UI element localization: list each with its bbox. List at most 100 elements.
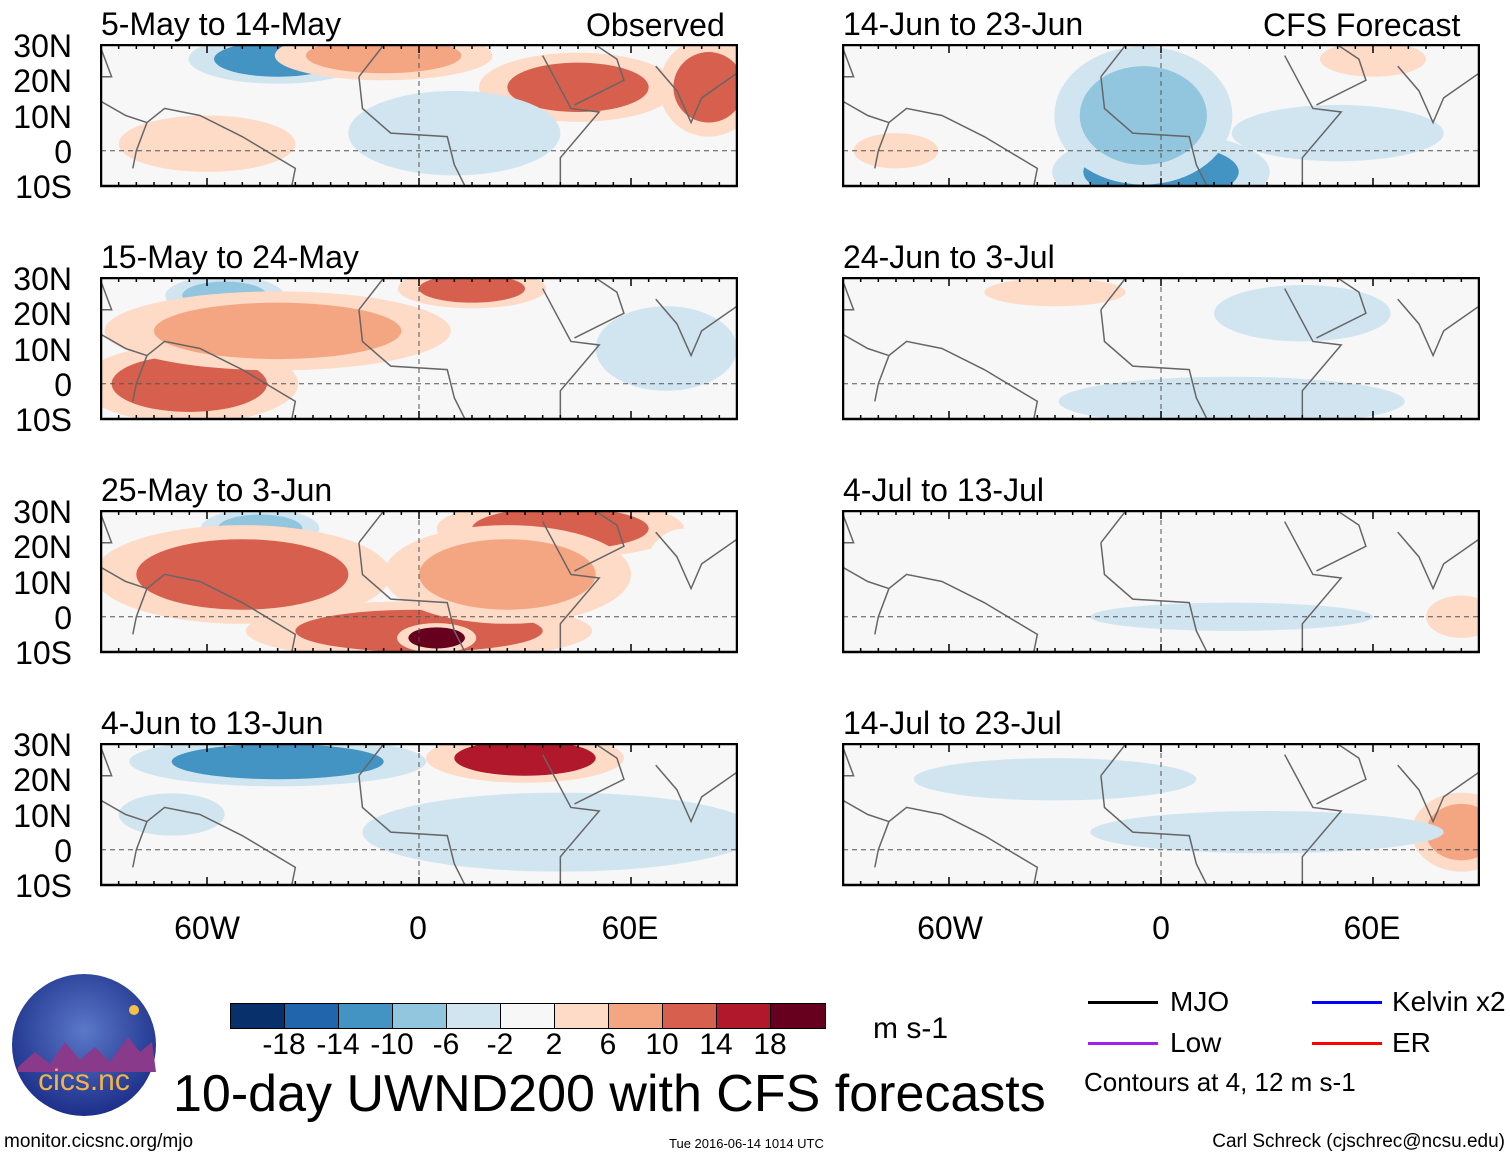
- panel-title: 15-May to 24-May: [101, 239, 359, 275]
- coastline: [843, 278, 1479, 419]
- anomaly-region: [408, 627, 465, 649]
- ytick-label: 0: [54, 133, 72, 170]
- anomaly-region: [641, 528, 727, 635]
- forecast-label: CFS Forecast: [1263, 7, 1461, 43]
- anomaly-region: [419, 539, 596, 610]
- anomaly-region: [454, 744, 596, 776]
- xtick-label: 60E: [601, 910, 659, 946]
- footer-timestamp: Tue 2016-06-14 1014 UTC: [669, 1136, 824, 1151]
- colorbar-swatch: [285, 1004, 339, 1028]
- legend-er-line: [1312, 1042, 1382, 1045]
- anomaly-region: [348, 90, 561, 176]
- colorbar-swatch: [717, 1004, 771, 1028]
- anomaly-region: [1231, 104, 1444, 162]
- ytick-label: 30N: [13, 261, 72, 297]
- colorbar-swatch: [609, 1004, 663, 1028]
- ytick-label: 10S: [15, 169, 72, 205]
- ytick-label: 30N: [13, 28, 72, 64]
- map-panel: [100, 510, 738, 654]
- anomaly-region: [595, 306, 737, 391]
- legend-mjo-label: MJO: [1170, 986, 1230, 1017]
- legend-kelvin-label: Kelvin x2: [1392, 986, 1506, 1017]
- panel-frame: [842, 277, 1480, 421]
- ytick-label: 20N: [13, 529, 72, 566]
- panel-frame: [100, 743, 738, 887]
- colorbar-swatch: [501, 1004, 555, 1028]
- panel-title: 4-Jun to 13-Jun: [101, 705, 324, 741]
- coastline: [101, 45, 737, 186]
- colorbar-tick-label: 6: [599, 1028, 617, 1061]
- xtick-label: 60W: [174, 910, 240, 946]
- colorbar-tick-label: -18: [262, 1028, 306, 1061]
- units-label: m s-1: [873, 1012, 948, 1045]
- ytick-label: 0: [54, 366, 72, 403]
- ytick-label: 0: [54, 832, 72, 869]
- ytick-label: 10N: [13, 564, 72, 601]
- panel-frame: [842, 510, 1480, 654]
- observed-label: Observed: [586, 7, 725, 43]
- panel-frame: [100, 510, 738, 654]
- colorbar-tick-label: 14: [699, 1028, 733, 1061]
- anomaly-region: [118, 793, 225, 836]
- coastline: [843, 744, 1479, 885]
- ytick-label: 10S: [15, 635, 72, 671]
- colorbar-swatch: [663, 1004, 717, 1028]
- colorbar: [230, 1003, 826, 1029]
- ytick-label: 10S: [15, 868, 72, 904]
- anomaly-region: [1426, 803, 1479, 861]
- map-panel: [842, 743, 1480, 887]
- colorbar-swatch: [231, 1004, 285, 1028]
- anomaly-region: [1079, 66, 1207, 165]
- map-panel: [842, 510, 1480, 654]
- panel-title: 24-Jun to 3-Jul: [843, 239, 1055, 275]
- anomaly-region: [419, 278, 525, 303]
- legend-er-label: ER: [1392, 1027, 1431, 1058]
- xtick-label: 60W: [917, 910, 983, 946]
- xtick-label: 0: [1152, 910, 1170, 946]
- contour-note: Contours at 4, 12 m s-1: [1084, 1067, 1356, 1097]
- colorbar-swatch: [393, 1004, 447, 1028]
- anomaly-region: [305, 45, 462, 74]
- legend-kelvin-line: [1312, 1001, 1382, 1004]
- xtick-label: 0: [409, 910, 427, 946]
- panel-frame: [842, 44, 1480, 188]
- colorbar-tick-label: -6: [432, 1028, 460, 1061]
- ytick-label: 10N: [13, 331, 72, 368]
- colorbar-tick-label: -14: [316, 1028, 360, 1061]
- legend-mjo-line: [1088, 1001, 1158, 1004]
- colorbar-swatch: [339, 1004, 393, 1028]
- anomaly-region: [111, 355, 268, 412]
- anomaly-region: [1090, 810, 1444, 854]
- anomaly-region: [507, 62, 649, 112]
- anomaly-region: [913, 758, 1197, 801]
- panel-title: 14-Jul to 23-Jul: [843, 705, 1062, 741]
- map-panel: [842, 277, 1480, 421]
- cics-logo: cics.nc: [12, 974, 156, 1116]
- legend-low-line: [1088, 1042, 1158, 1045]
- panel-title: 5-May to 14-May: [101, 6, 342, 42]
- xtick-label: 60E: [1343, 910, 1401, 946]
- anomaly-region: [1214, 285, 1391, 342]
- colorbar-swatch: [771, 1004, 825, 1028]
- map-panel: [100, 44, 738, 188]
- ytick-label: 30N: [13, 494, 72, 530]
- panel-frame: [100, 44, 738, 188]
- ytick-label: 10S: [15, 402, 72, 438]
- colorbar-swatch: [447, 1004, 501, 1028]
- svg-text:cics.nc: cics.nc: [38, 1064, 130, 1097]
- map-panel: [100, 277, 738, 421]
- colorbar-tick-label: 18: [753, 1028, 787, 1061]
- colorbar-swatch: [555, 1004, 609, 1028]
- colorbar-tick-label: -2: [486, 1028, 514, 1061]
- anomaly-region: [984, 278, 1126, 307]
- coastline: [101, 744, 737, 885]
- coastline: [843, 511, 1479, 652]
- anomaly-region: [154, 302, 402, 360]
- coastline: [101, 278, 737, 419]
- map-panel: [842, 44, 1480, 188]
- ytick-label: 20N: [13, 296, 72, 333]
- map-panel: [100, 743, 738, 887]
- ytick-label: 30N: [13, 727, 72, 763]
- footer-author: Carl Schreck (cjschrec@ncsu.edu): [1212, 1131, 1505, 1152]
- anomaly-region: [853, 133, 939, 169]
